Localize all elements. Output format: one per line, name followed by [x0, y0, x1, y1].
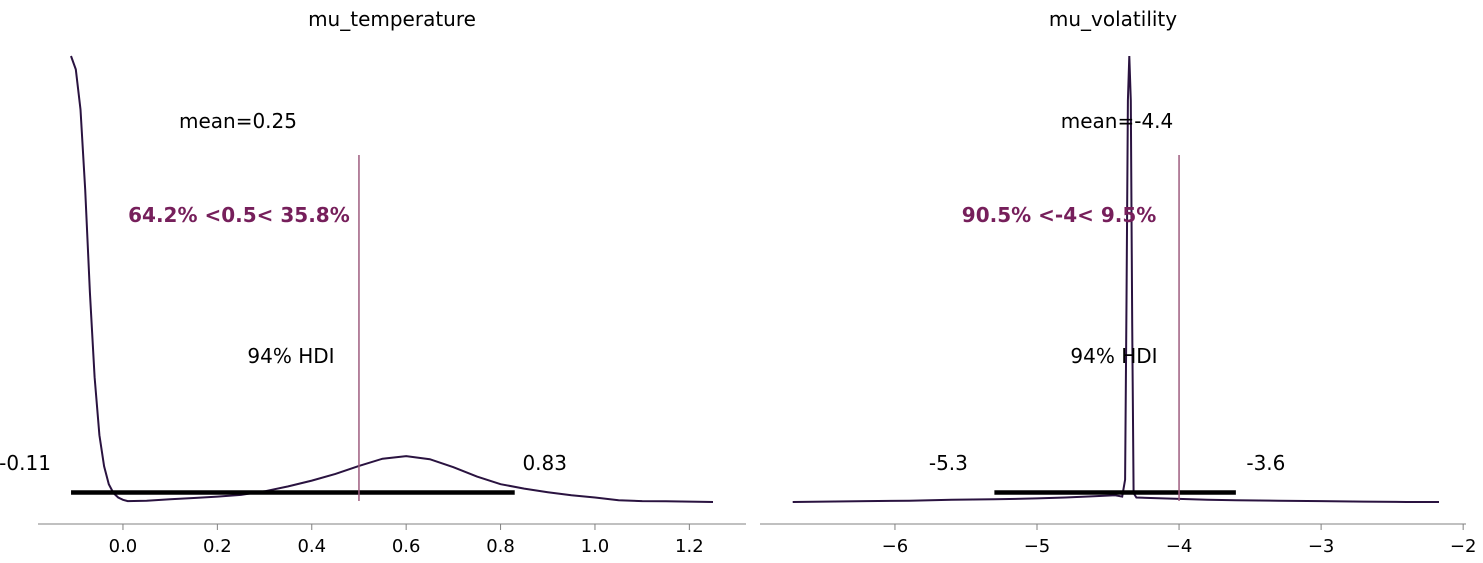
x-tick-label: −3	[1308, 536, 1335, 557]
x-tick-label: 0.6	[392, 536, 421, 557]
x-tick-label: 0.8	[486, 536, 515, 557]
x-tick-label: 0.2	[203, 536, 232, 557]
x-tick-label: −6	[882, 536, 909, 557]
x-tick-label: 1.2	[675, 536, 704, 557]
x-tick-label: 1.0	[581, 536, 610, 557]
x-tick-label: 0.4	[297, 536, 326, 557]
hdi-high-label: 0.83	[522, 451, 567, 475]
panel-title: mu_volatility	[1049, 7, 1177, 31]
panel-mu-volatility: mu_volatility −6 −5 −4 −3 −2 90.5% <-4< 9.5%…	[760, 7, 1476, 557]
x-tick-label: −2	[1450, 536, 1477, 557]
reference-label: 64.2% <0.5< 35.8%	[128, 203, 350, 227]
x-ticks: −6 −5 −4 −3 −2	[882, 524, 1477, 557]
x-ticks: 0.0 0.2 0.4 0.6 0.8 1.0 1.2	[109, 524, 704, 557]
density-curve	[70, 55, 714, 503]
panel-mu-temperature: mu_temperature 0.0 0.2 0.4 0.6 0.8 1.0 1.2 64.…	[0, 7, 746, 557]
reference-label: 90.5% <-4< 9.5%	[962, 203, 1157, 227]
panel-title: mu_temperature	[308, 7, 476, 31]
hdi-label: 94% HDI	[247, 344, 334, 368]
x-tick-label: 0.0	[109, 536, 138, 557]
hdi-high-label: -3.6	[1246, 451, 1285, 475]
x-tick-label: −4	[1166, 536, 1193, 557]
hdi-low-label: -5.3	[929, 451, 968, 475]
hdi-low-label: -0.11	[0, 451, 51, 475]
density-curve	[792, 55, 1439, 503]
x-tick-label: −5	[1024, 536, 1051, 557]
mean-label: mean=0.25	[179, 109, 297, 133]
hdi-label: 94% HDI	[1070, 344, 1157, 368]
mean-label: mean=-4.4	[1061, 109, 1174, 133]
